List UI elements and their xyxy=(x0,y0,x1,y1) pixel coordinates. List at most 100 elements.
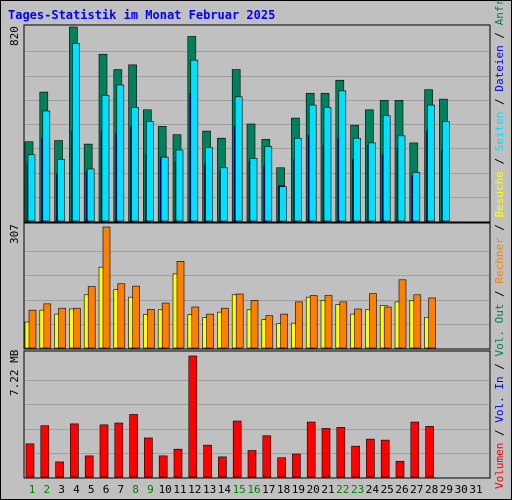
rechner-bar xyxy=(132,285,140,349)
rechner-bar xyxy=(369,293,377,349)
day-label: 12 xyxy=(188,483,201,496)
seiten-bar xyxy=(368,142,376,222)
rechner-bar xyxy=(235,293,244,349)
volumen-bar xyxy=(351,445,360,478)
volumen-bar xyxy=(158,455,168,478)
rechner-bar xyxy=(58,307,66,349)
legend-rechner: Rechner xyxy=(493,237,506,284)
day-label: 8 xyxy=(132,483,139,496)
seiten-bar xyxy=(27,154,36,222)
seiten-bar xyxy=(175,149,184,222)
day-label: 23 xyxy=(351,483,364,496)
volumen-bar xyxy=(232,420,242,478)
volumen-bar xyxy=(144,437,153,478)
rechner-bar xyxy=(413,294,422,349)
volumen-bar xyxy=(380,439,390,478)
volumen-bar xyxy=(40,425,50,478)
day-label: 27 xyxy=(410,483,423,496)
seiten-bar xyxy=(412,172,421,222)
rechner-bar xyxy=(87,286,96,349)
rechner-bar xyxy=(280,313,288,349)
volumen-bar xyxy=(188,355,198,478)
day-label: 6 xyxy=(103,483,110,496)
legend-vol-in: Vol. In xyxy=(493,376,506,422)
seiten-bar xyxy=(279,186,287,222)
day-label: 1 xyxy=(29,483,36,496)
day-label: 14 xyxy=(218,483,232,496)
seiten-bar xyxy=(353,137,361,222)
seiten-bar xyxy=(190,59,199,222)
day-label: 9 xyxy=(147,483,154,496)
legend-seiten: Seiten xyxy=(493,111,506,151)
rechner-bar xyxy=(117,283,126,349)
seiten-bar xyxy=(427,104,435,222)
volumen-bar xyxy=(55,461,64,478)
day-label: 29 xyxy=(440,483,453,496)
rechner-bar xyxy=(176,260,185,349)
rechner-bar xyxy=(102,226,111,349)
volumen-bar xyxy=(425,426,434,478)
volumen-bar xyxy=(247,450,257,478)
volumen-bar xyxy=(277,457,286,478)
hits-ymax-label: 820 xyxy=(8,26,21,46)
seiten-bar xyxy=(323,107,332,222)
day-label: 18 xyxy=(277,483,290,496)
svg-text:Volumen / Vol. In / Vol. Out /: Volumen / Vol. In / Vol. Out / Rechner /… xyxy=(493,0,506,489)
visits-ymax-label: 307 xyxy=(8,224,21,244)
day-label: 13 xyxy=(203,483,216,496)
volumen-bar xyxy=(203,444,212,478)
volumen-bar xyxy=(70,423,79,478)
volumen-bar xyxy=(366,438,375,478)
volumen-bar xyxy=(306,421,316,478)
volumen-bar xyxy=(99,424,109,478)
legend-besuche: Besuche xyxy=(493,171,506,217)
seiten-bar xyxy=(160,156,169,222)
seiten-bar xyxy=(220,167,228,222)
day-label: 19 xyxy=(292,483,305,496)
rechner-bar xyxy=(295,301,303,349)
rechner-bar xyxy=(43,303,52,349)
chart-title: Tages-Statistik im Monat Februar 2025 xyxy=(8,8,275,22)
day-label: 28 xyxy=(425,483,438,496)
day-label: 16 xyxy=(247,483,260,496)
volumen-bar xyxy=(114,422,124,478)
day-label: 31 xyxy=(469,483,482,496)
seiten-bar xyxy=(101,95,110,222)
volumen-bar xyxy=(84,455,94,478)
seiten-bar xyxy=(249,158,258,222)
volumen-bar xyxy=(262,435,272,478)
day-label: 17 xyxy=(262,483,275,496)
rechner-bar xyxy=(339,301,348,349)
seiten-bar xyxy=(116,84,125,222)
volumen-bar xyxy=(129,414,138,478)
day-label: 4 xyxy=(73,483,80,496)
seiten-bar xyxy=(397,135,406,222)
volumen-bar xyxy=(218,456,227,478)
rechner-bar xyxy=(206,313,214,349)
legend-anfragen: Anfragen xyxy=(493,0,506,25)
seiten-bar xyxy=(234,96,243,222)
seiten-bar xyxy=(72,43,80,222)
seiten-bar xyxy=(264,146,273,222)
rechner-bar xyxy=(191,306,200,349)
seiten-bar xyxy=(382,115,391,222)
rechner-bar xyxy=(73,307,81,349)
volumen-bar xyxy=(25,443,35,478)
day-label: 20 xyxy=(307,483,320,496)
volume-ymax-label: 7.22 MB xyxy=(8,349,21,396)
seiten-bar xyxy=(42,110,51,222)
rechner-bar xyxy=(28,309,37,349)
day-label: 3 xyxy=(58,483,65,496)
seiten-bar xyxy=(131,107,139,222)
volumen-bar xyxy=(410,421,420,478)
day-label: 21 xyxy=(321,483,334,496)
legend-dateien: Dateien xyxy=(493,45,506,91)
day-label: 26 xyxy=(395,483,408,496)
seiten-bar xyxy=(338,90,347,222)
volumen-bar xyxy=(395,460,405,478)
volumen-bar xyxy=(321,428,331,478)
seiten-bar xyxy=(86,168,95,222)
rechner-bar xyxy=(161,302,170,349)
day-label: 2 xyxy=(43,483,50,496)
